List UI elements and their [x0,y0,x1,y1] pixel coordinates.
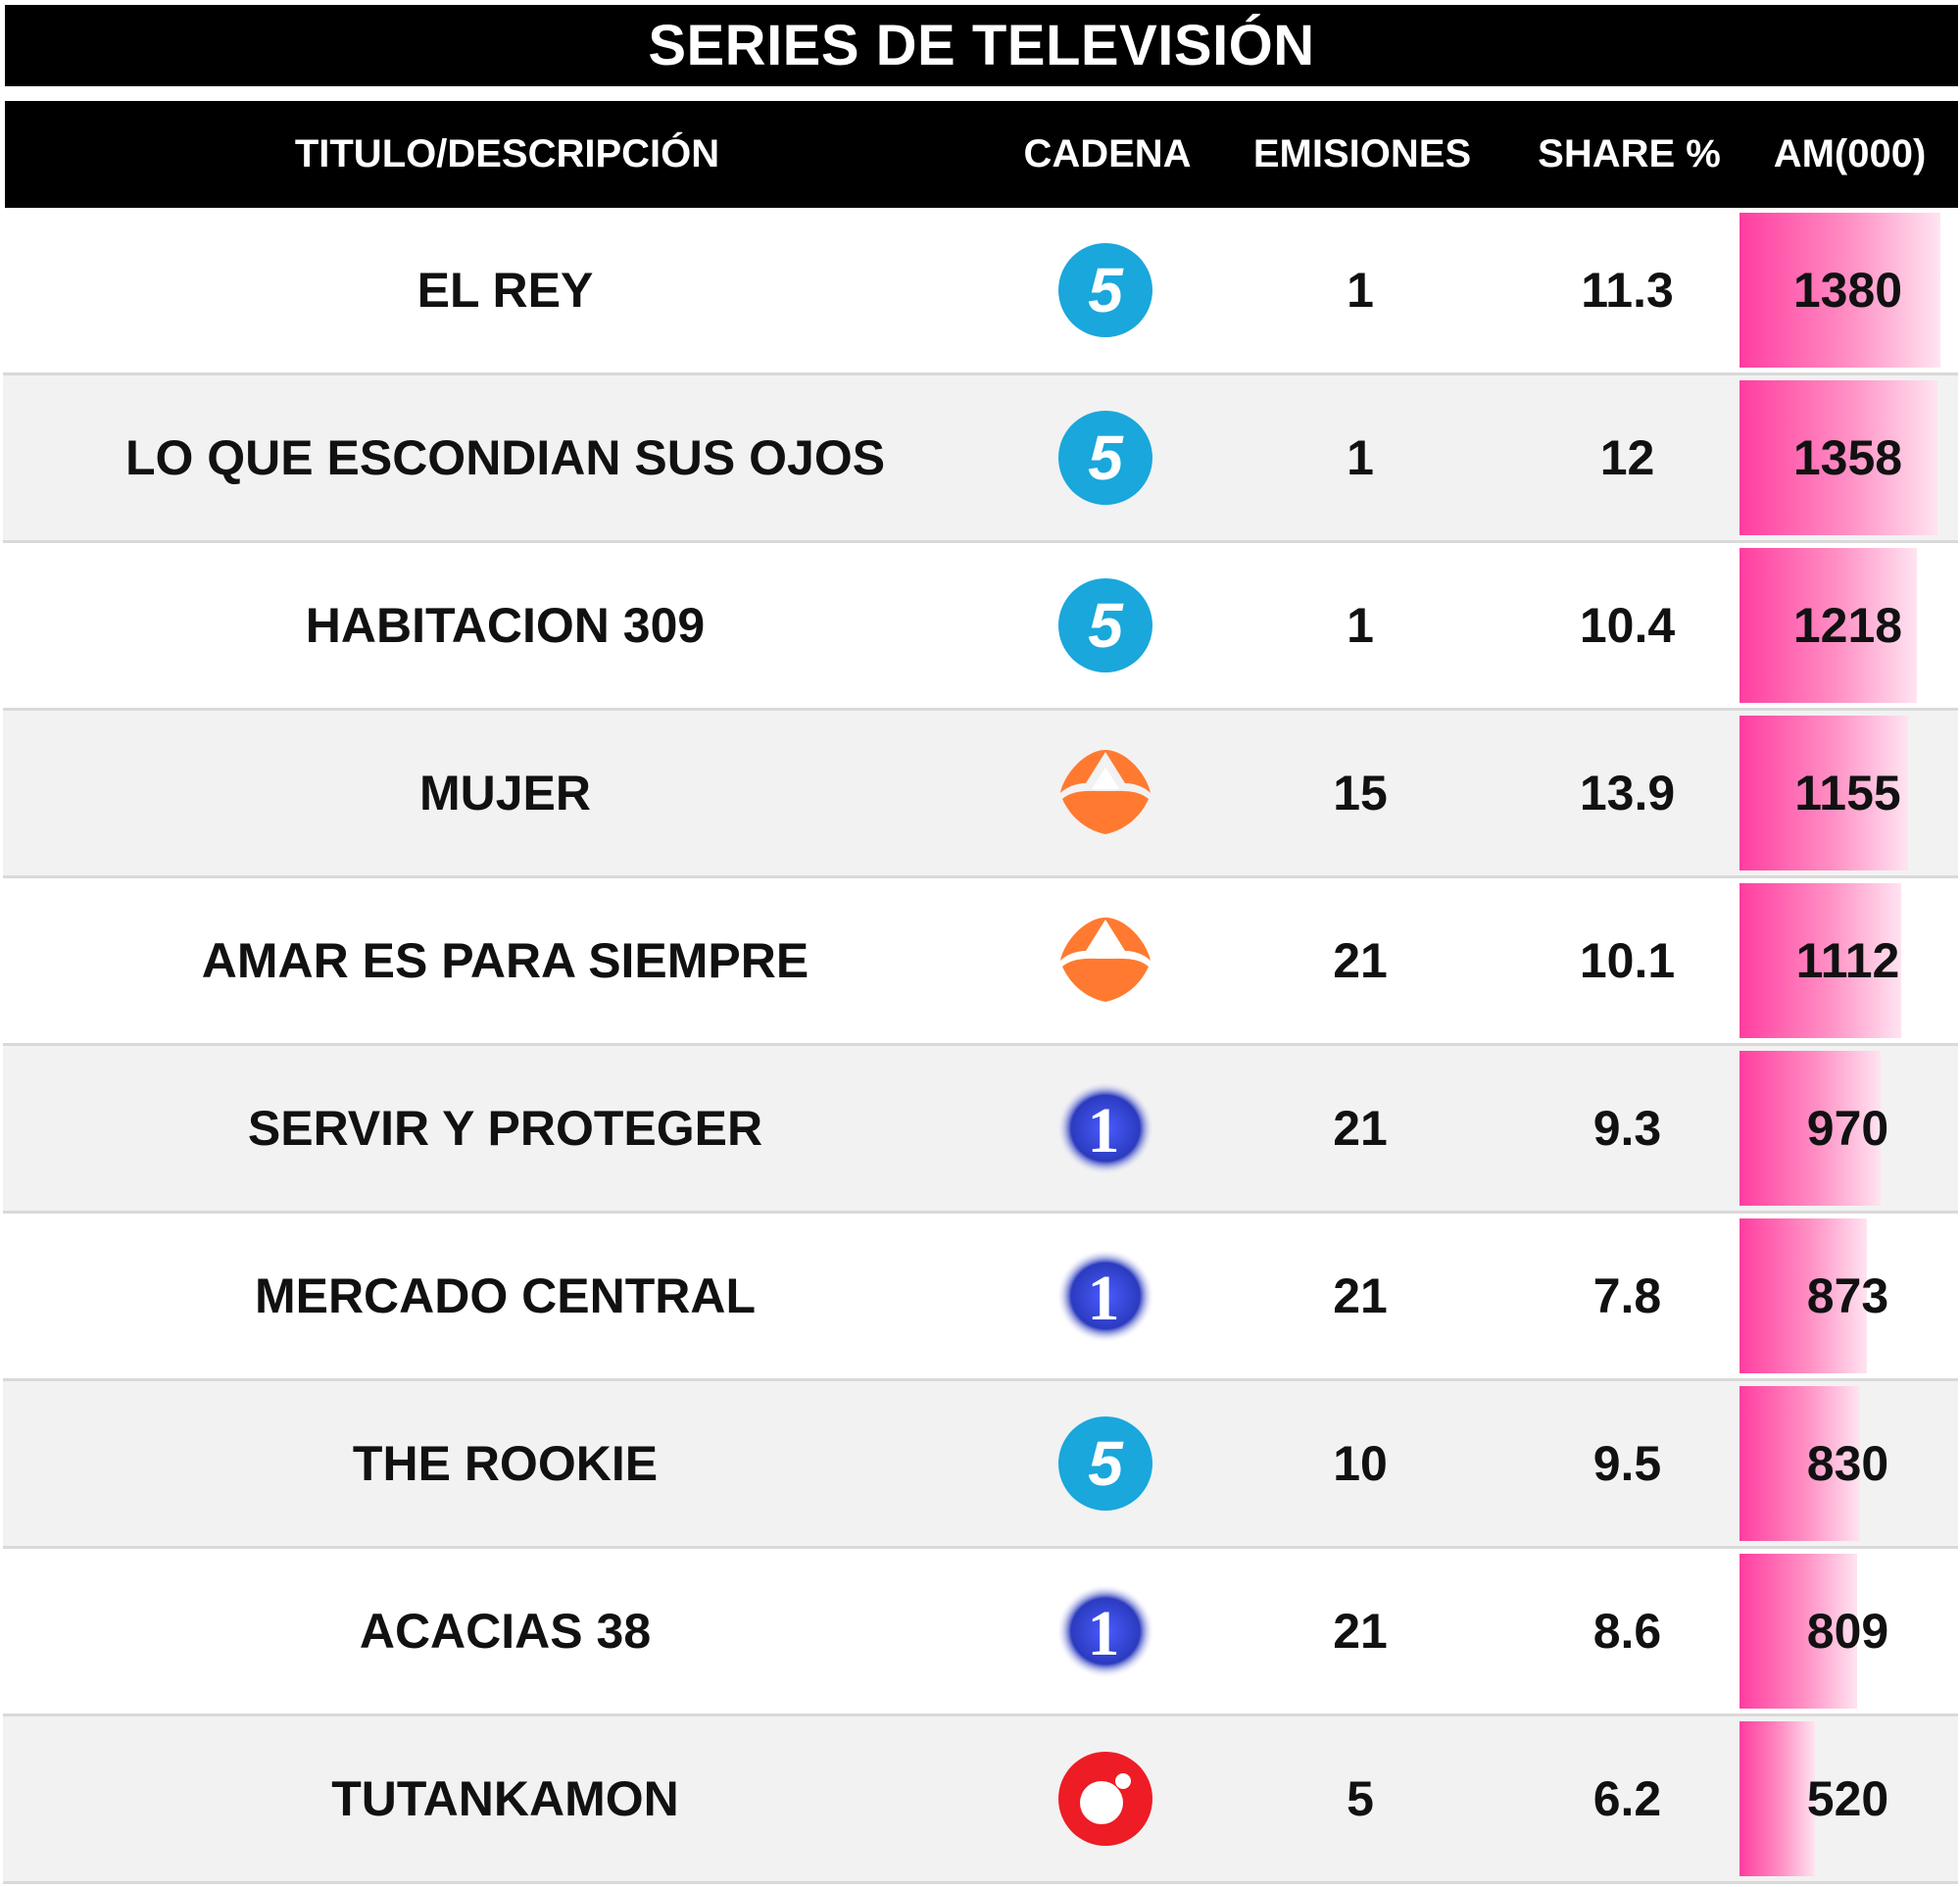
channel-cell: 1 [1012,1549,1199,1713]
am-bar [1740,1721,1815,1876]
table-row: THE ROOKIE 5 10 9.5 830 [3,1381,1958,1549]
am-bar [1740,883,1901,1038]
am-value: 1218 [1792,598,1903,653]
la1-logo-icon: 1 [1056,1582,1154,1680]
am-bar [1740,380,1937,535]
header-am: AM(000) [1773,132,1927,175]
share-value: 13.9 [1579,766,1676,820]
share-value: 8.6 [1592,1604,1662,1659]
channel-cell: 5 [1012,543,1199,708]
series-title: TUTANKAMON [331,1771,679,1826]
table-row: TUTANKAMON 5 6.2 520 [3,1716,1958,1884]
svg-text:5: 5 [1088,1428,1124,1499]
am-bar [1740,1051,1881,1206]
svg-text:5: 5 [1088,255,1124,325]
am-value: 1112 [1795,933,1900,988]
series-title: MERCADO CENTRAL [254,1268,757,1323]
channel-cell: 1 [1012,1046,1199,1211]
cuatro-logo-icon [1056,1750,1154,1848]
telecinco-logo-icon: 5 [1056,576,1154,674]
table-header: TITULO/DESCRIPCIÓN CADENA EMISIONES SHAR… [5,101,1958,208]
la1-logo-icon: 1 [1056,1247,1154,1345]
series-title: SERVIR Y PROTEGER [247,1101,763,1156]
telecinco-logo-icon: 5 [1056,1415,1154,1513]
channel-cell [1012,1716,1199,1881]
share-value: 10.1 [1579,933,1676,988]
table-row: ACACIAS 38 1 21 8.6 809 [3,1549,1958,1716]
antena3-logo-icon [1056,912,1154,1010]
header-emissions: EMISIONES [1252,132,1472,175]
am-value: 520 [1806,1771,1889,1826]
channel-cell: 5 [1012,1381,1199,1546]
svg-text:1: 1 [1088,1263,1120,1334]
share-value: 12 [1599,430,1655,485]
share-value: 9.3 [1592,1101,1662,1156]
am-value: 830 [1806,1436,1889,1491]
table-row: MUJER 15 13.9 1155 [3,711,1958,878]
svg-text:5: 5 [1088,422,1124,493]
share-value: 9.5 [1592,1436,1662,1491]
emissions-value: 1 [1347,430,1374,485]
share-value: 6.2 [1592,1771,1662,1826]
am-value: 1380 [1792,263,1903,318]
table-title: SERIES DE TELEVISIÓN [5,5,1958,86]
table-row: HABITACION 309 5 1 10.4 1218 [3,543,1958,711]
emissions-value: 1 [1347,598,1374,653]
svg-text:5: 5 [1088,590,1124,661]
emissions-value: 15 [1333,766,1388,820]
am-bar [1740,1386,1860,1541]
am-value: 873 [1806,1268,1889,1323]
channel-cell: 5 [1012,375,1199,540]
am-bar [1740,213,1940,368]
svg-text:1: 1 [1088,1095,1120,1167]
channel-cell: 1 [1012,1214,1199,1378]
emissions-value: 21 [1333,933,1388,988]
am-bar [1740,548,1917,703]
table-row: SERVIR Y PROTEGER 1 21 9.3 970 [3,1046,1958,1214]
channel-cell [1012,711,1199,875]
am-bar [1740,1554,1857,1709]
emissions-value: 1 [1347,263,1374,318]
am-value: 970 [1806,1101,1889,1156]
share-value: 7.8 [1592,1268,1662,1323]
am-value: 1155 [1794,766,1901,820]
channel-cell [1012,878,1199,1043]
share-value: 11.3 [1581,263,1674,318]
series-title: EL REY [416,263,594,318]
header-channel: CADENA [1023,132,1192,175]
emissions-value: 21 [1333,1101,1388,1156]
emissions-value: 5 [1347,1771,1374,1826]
am-bar [1740,1218,1867,1373]
table-row: MERCADO CENTRAL 1 21 7.8 873 [3,1214,1958,1381]
series-title: LO QUE ESCONDIAN SUS OJOS [124,430,886,485]
header-share: SHARE % [1538,132,1721,175]
emissions-value: 10 [1333,1436,1388,1491]
am-bar [1740,716,1908,870]
series-title: MUJER [418,766,592,820]
antena3-logo-icon [1056,744,1154,842]
share-value: 10.4 [1579,598,1676,653]
series-title: AMAR ES PARA SIEMPRE [201,933,809,988]
svg-text:1: 1 [1088,1598,1120,1669]
am-value: 1358 [1792,430,1903,485]
series-title: ACACIAS 38 [359,1604,652,1659]
am-value: 809 [1806,1604,1889,1659]
la1-logo-icon: 1 [1056,1079,1154,1177]
telecinco-logo-icon: 5 [1056,409,1154,507]
header-title: TITULO/DESCRIPCIÓN [294,132,720,175]
telecinco-logo-icon: 5 [1056,241,1154,339]
emissions-value: 21 [1333,1604,1388,1659]
table-row: AMAR ES PARA SIEMPRE 21 10.1 1112 [3,878,1958,1046]
channel-cell: 5 [1012,208,1199,372]
table-row: EL REY 5 1 11.3 1380 [3,208,1958,375]
emissions-value: 21 [1333,1268,1388,1323]
series-title: THE ROOKIE [352,1436,659,1491]
series-title: HABITACION 309 [305,598,706,653]
table-row: LO QUE ESCONDIAN SUS OJOS 5 1 12 1358 [3,375,1958,543]
